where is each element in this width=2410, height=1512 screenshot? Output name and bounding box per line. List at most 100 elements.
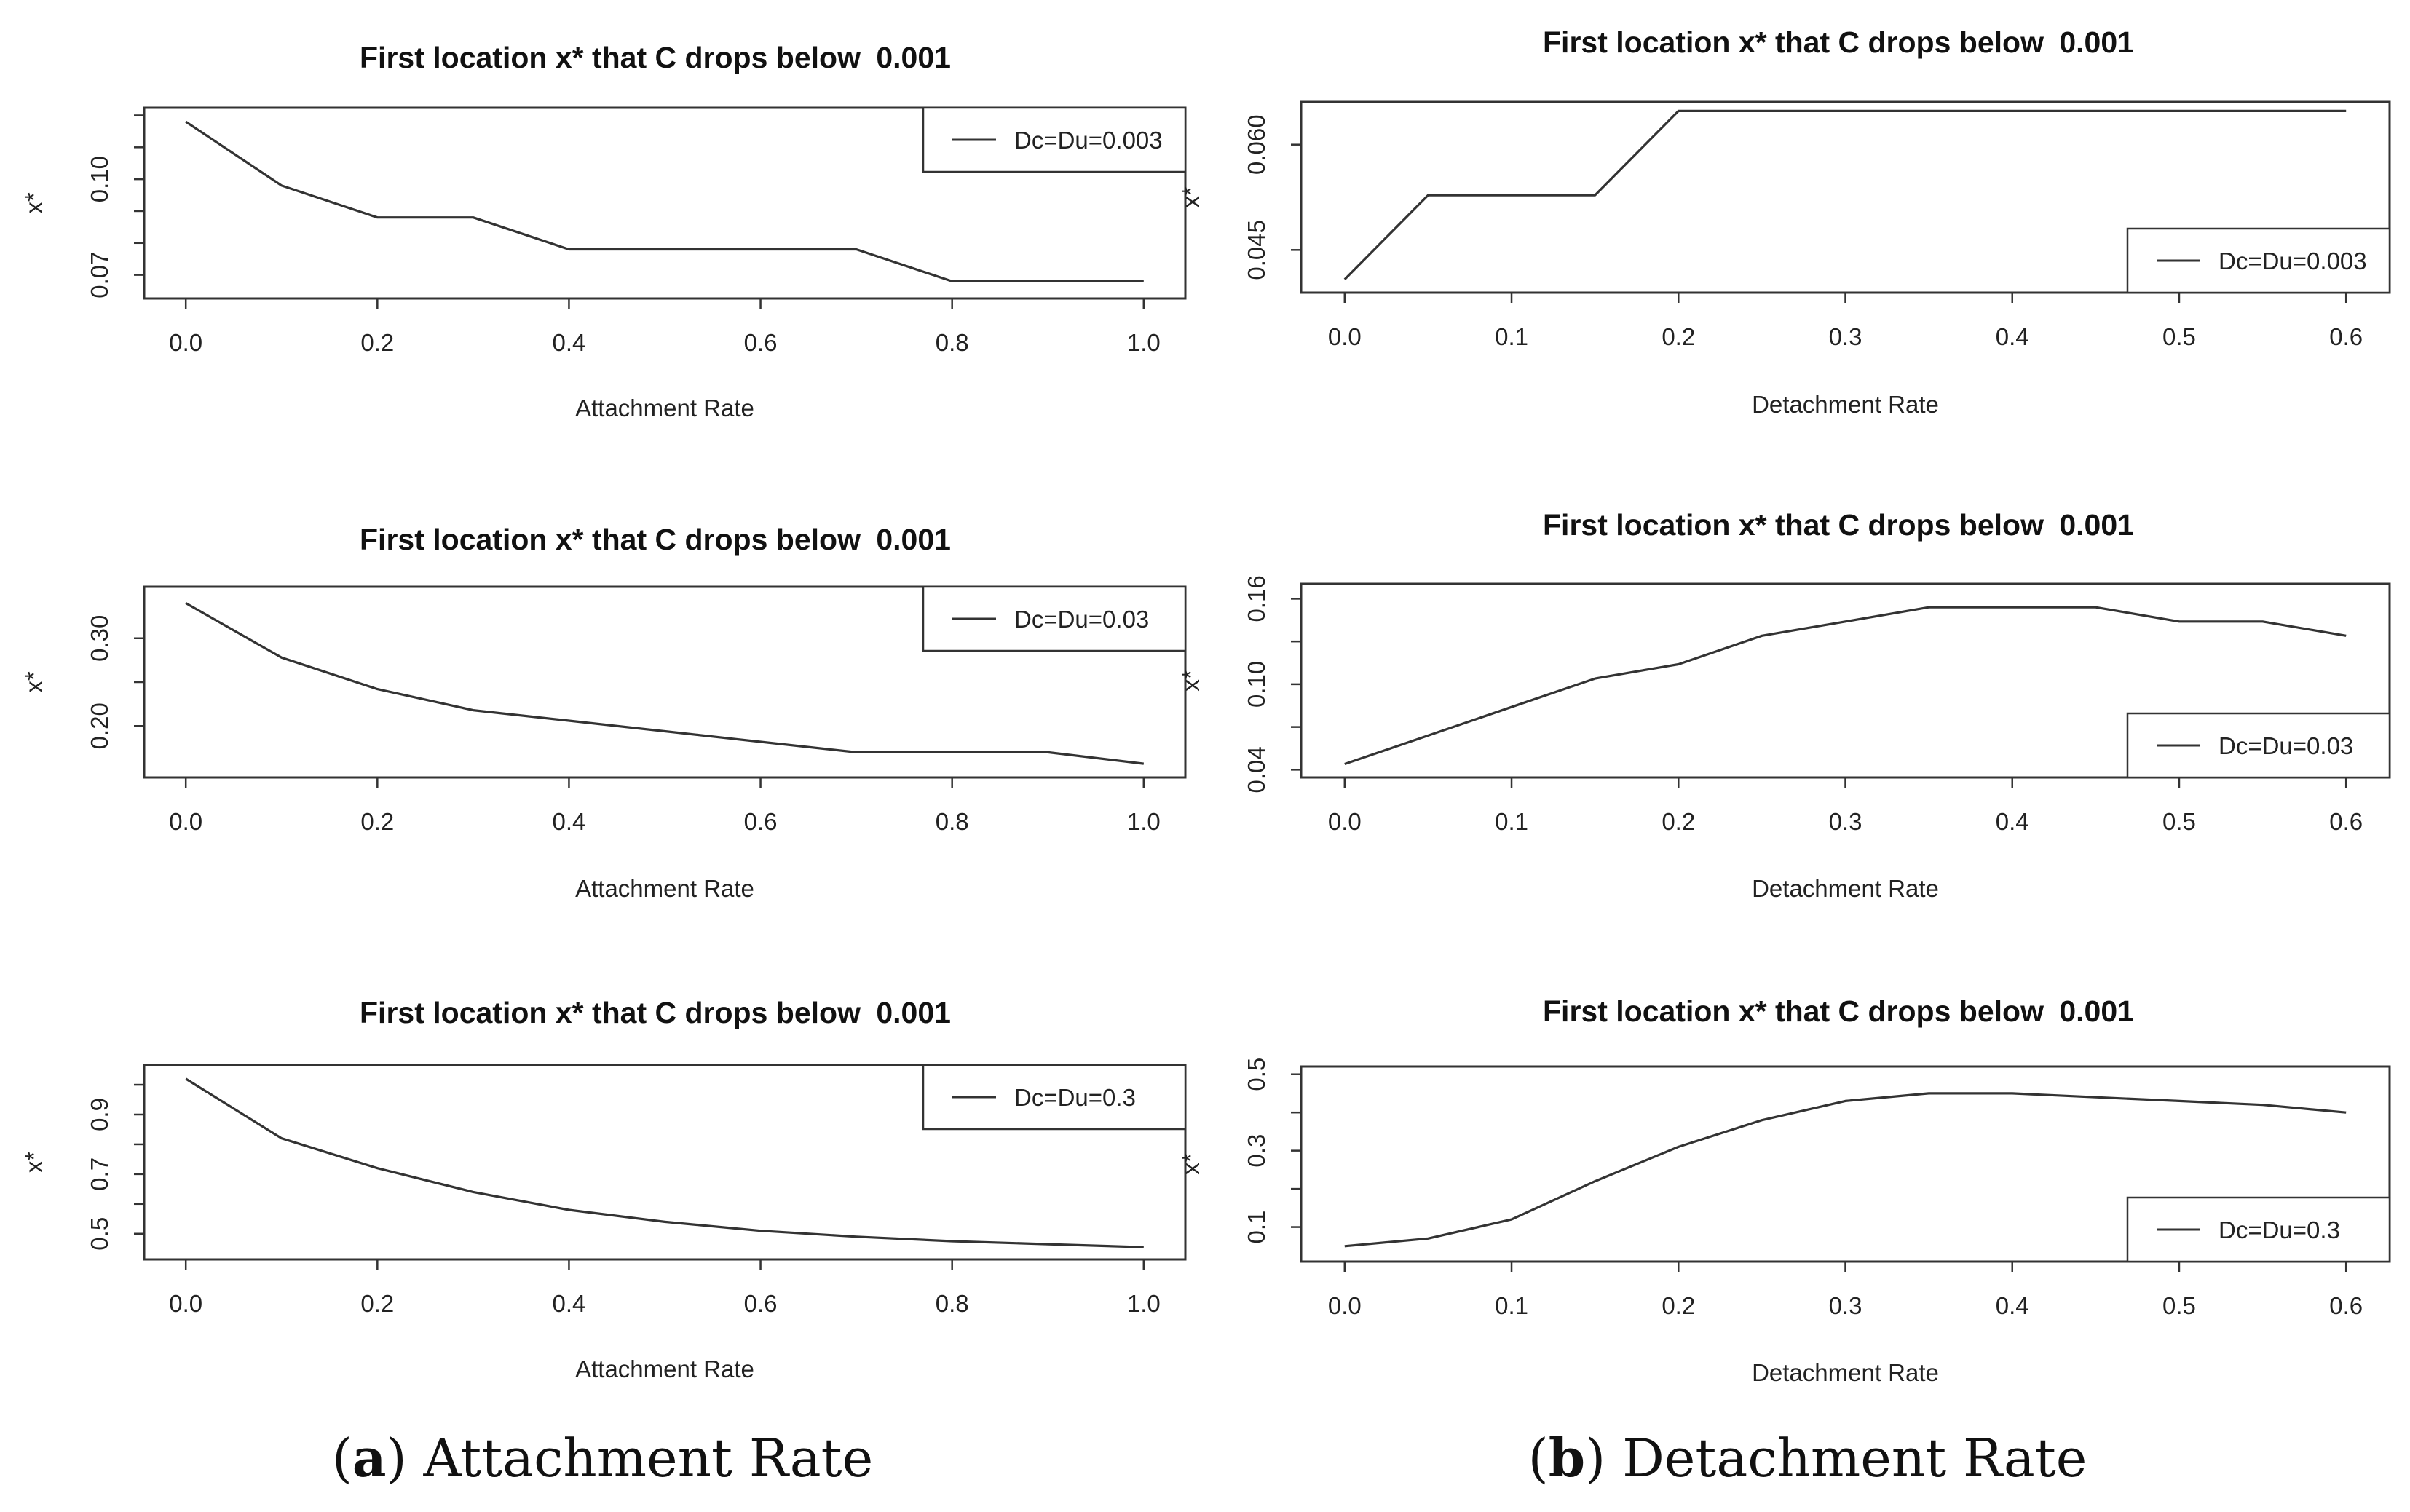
x-axis-label: Attachment Rate	[575, 395, 754, 421]
x-tick-label: 0.3	[1829, 323, 1862, 350]
chart-title-threshold: 0.001	[2059, 994, 2134, 1028]
x-tick-label: 1.0	[1127, 329, 1161, 356]
x-tick-label: 0.2	[1662, 323, 1695, 350]
x-tick-label: 0.3	[1829, 1292, 1862, 1319]
plot-frame	[143, 1064, 1187, 1261]
y-tick-label: 0.20	[86, 702, 113, 749]
y-tick-label: 0.30	[86, 615, 113, 662]
chart-title-text: First location x* that C drops below	[360, 523, 869, 556]
x-tick-label: 0.6	[2329, 323, 2363, 350]
x-axis-label: Attachment Rate	[575, 1355, 754, 1382]
chart-panel-2: First location x* that C drops below 0.0…	[1177, 25, 2391, 418]
x-tick-label: 0.6	[2329, 1292, 2363, 1319]
series-line	[185, 120, 1144, 282]
x-axis-label: Attachment Rate	[575, 875, 754, 902]
y-axis-label: x*	[1177, 670, 1204, 692]
chart-title-text: First location x* that C drops below	[360, 41, 869, 74]
x-tick-label: 0.4	[553, 1290, 586, 1317]
y-tick-label: 0.5	[86, 1217, 113, 1251]
chart-title-threshold: 0.001	[2059, 25, 2134, 59]
chart-title: First location x* that C drops below 0.0…	[1543, 508, 2134, 542]
chart-title-threshold: 0.001	[876, 523, 951, 556]
x-tick-label: 0.8	[936, 329, 969, 356]
series-line	[185, 602, 1144, 765]
caption-b-letter: b	[1548, 1427, 1586, 1489]
y-tick-label: 0.04	[1243, 746, 1270, 793]
chart-title-text: First location x* that C drops below	[1543, 994, 2052, 1028]
chart-title-threshold: 0.001	[2059, 508, 2134, 542]
x-tick-label: 0.2	[360, 808, 394, 835]
x-tick-label: 0.1	[1495, 323, 1528, 350]
y-tick-label: 0.16	[1243, 575, 1270, 622]
x-tick-label: 0.6	[744, 1290, 778, 1317]
x-tick-label: 0.0	[169, 1290, 202, 1317]
x-tick-label: 0.2	[360, 1290, 394, 1317]
legend-label: Dc=Du=0.3	[2219, 1216, 2340, 1243]
caption-a: (a) Attachment Rate	[331, 1427, 874, 1489]
caption-a-text: Attachment Rate	[423, 1428, 874, 1489]
x-tick-label: 0.2	[360, 329, 394, 356]
chart-title-text: First location x* that C drops below	[360, 996, 869, 1029]
y-tick-label: 0.07	[86, 251, 113, 298]
x-tick-label: 0.5	[2162, 1292, 2196, 1319]
chart-panel-1: First location x* that C drops below 0.0…	[20, 41, 1187, 421]
x-tick-label: 0.4	[1996, 323, 2029, 350]
series-line	[1344, 606, 2347, 766]
chart-title: First location x* that C drops below 0.0…	[1543, 994, 2134, 1028]
y-tick-label: 0.10	[86, 156, 113, 202]
y-tick-label: 0.060	[1243, 114, 1270, 175]
x-tick-label: 0.8	[936, 808, 969, 835]
x-tick-label: 1.0	[1127, 1290, 1161, 1317]
x-tick-label: 0.0	[169, 329, 202, 356]
y-tick-label: 0.5	[1243, 1058, 1270, 1091]
plot-frame	[143, 106, 1187, 300]
x-tick-label: 0.8	[936, 1290, 969, 1317]
legend-label: Dc=Du=0.03	[2219, 732, 2353, 759]
y-axis-label: x*	[20, 671, 47, 693]
x-tick-label: 0.0	[169, 808, 202, 835]
caption-a-letter: a	[352, 1427, 387, 1489]
x-tick-label: 0.1	[1495, 1292, 1528, 1319]
legend-label: Dc=Du=0.03	[1014, 606, 1149, 633]
chart-title-threshold: 0.001	[876, 996, 951, 1029]
y-tick-label: 0.7	[86, 1157, 113, 1191]
series-line	[1343, 109, 2347, 280]
caption-b: (b) Detachment Rate	[1528, 1427, 2087, 1489]
chart-title: First location x* that C drops below 0.0…	[360, 523, 951, 556]
chart-title: First location x* that C drops below 0.0…	[360, 41, 951, 74]
x-tick-label: 0.6	[744, 329, 778, 356]
chart-panel-4: First location x* that C drops below 0.0…	[1177, 508, 2391, 902]
x-tick-label: 0.4	[1996, 1292, 2029, 1319]
chart-panel-5: First location x* that C drops below 0.0…	[20, 996, 1187, 1382]
y-tick-label: 0.045	[1243, 220, 1270, 280]
x-tick-label: 0.3	[1829, 808, 1862, 835]
x-axis-label: Detachment Rate	[1752, 391, 1939, 418]
series-line	[1344, 1092, 2347, 1248]
y-tick-label: 0.1	[1243, 1211, 1270, 1244]
y-tick-label: 0.9	[86, 1098, 113, 1131]
y-axis-label: x*	[20, 192, 47, 214]
x-tick-label: 1.0	[1127, 808, 1161, 835]
chart-panel-6: First location x* that C drops below 0.0…	[1177, 994, 2391, 1386]
chart-title: First location x* that C drops below 0.0…	[1543, 25, 2134, 59]
y-tick-label: 0.3	[1243, 1134, 1270, 1168]
series-line	[185, 1077, 1144, 1248]
x-tick-label: 0.2	[1662, 808, 1695, 835]
x-tick-label: 0.4	[1996, 808, 2029, 835]
x-tick-label: 0.6	[2329, 808, 2363, 835]
legend-label: Dc=Du=0.003	[1014, 127, 1163, 154]
x-tick-label: 0.6	[744, 808, 778, 835]
chart-title: First location x* that C drops below 0.0…	[360, 996, 951, 1029]
chart-title-threshold: 0.001	[876, 41, 951, 74]
x-tick-label: 0.1	[1495, 808, 1528, 835]
y-axis-label: x*	[1177, 1153, 1204, 1175]
x-tick-label: 0.5	[2162, 323, 2196, 350]
x-axis-label: Detachment Rate	[1752, 1359, 1939, 1386]
x-tick-label: 0.2	[1662, 1292, 1695, 1319]
chart-panel-3: First location x* that C drops below 0.0…	[20, 523, 1187, 902]
chart-title-text: First location x* that C drops below	[1543, 508, 2052, 542]
chart-title-text: First location x* that C drops below	[1543, 25, 2052, 59]
x-tick-label: 0.4	[553, 808, 586, 835]
legend-label: Dc=Du=0.003	[2219, 248, 2367, 274]
